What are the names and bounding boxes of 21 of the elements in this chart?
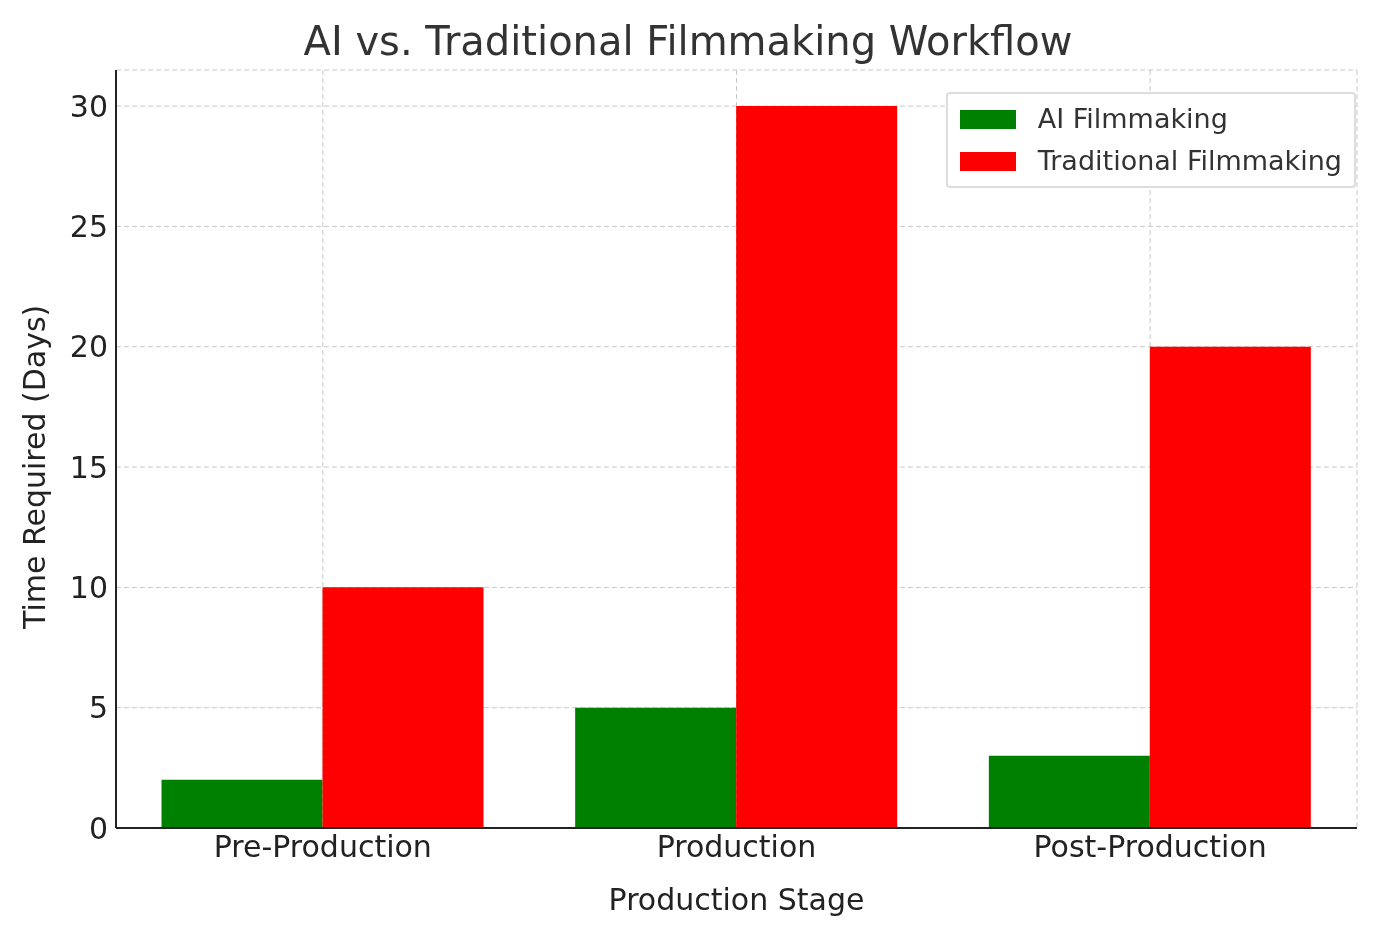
bar [575, 707, 737, 828]
bar [736, 106, 898, 828]
bar [1149, 346, 1311, 828]
y-tick-label: 30 [69, 88, 108, 124]
x-tick-label: Production [656, 829, 817, 865]
y-tick-label: 0 [88, 810, 108, 846]
legend-label: AI Filmmaking [1037, 102, 1228, 136]
x-tick-label: Post-Production [1033, 829, 1267, 865]
legend-label: Traditional Filmmaking [1037, 144, 1342, 178]
y-axis-title: Time Required (Days) [16, 304, 52, 630]
bar [161, 779, 323, 828]
x-tick-label: Pre-Production [213, 829, 432, 865]
bar [988, 755, 1150, 828]
y-tick-label: 15 [69, 449, 108, 485]
y-tick-label: 20 [69, 329, 108, 365]
y-tick-label: 25 [69, 209, 108, 245]
chart-title: AI vs. Traditional Filmmaking Workflow [303, 18, 1073, 64]
y-tick-label: 5 [88, 690, 108, 726]
x-axis-title: Production Stage [608, 882, 865, 917]
y-tick-label: 10 [69, 570, 108, 606]
bar [322, 587, 484, 828]
